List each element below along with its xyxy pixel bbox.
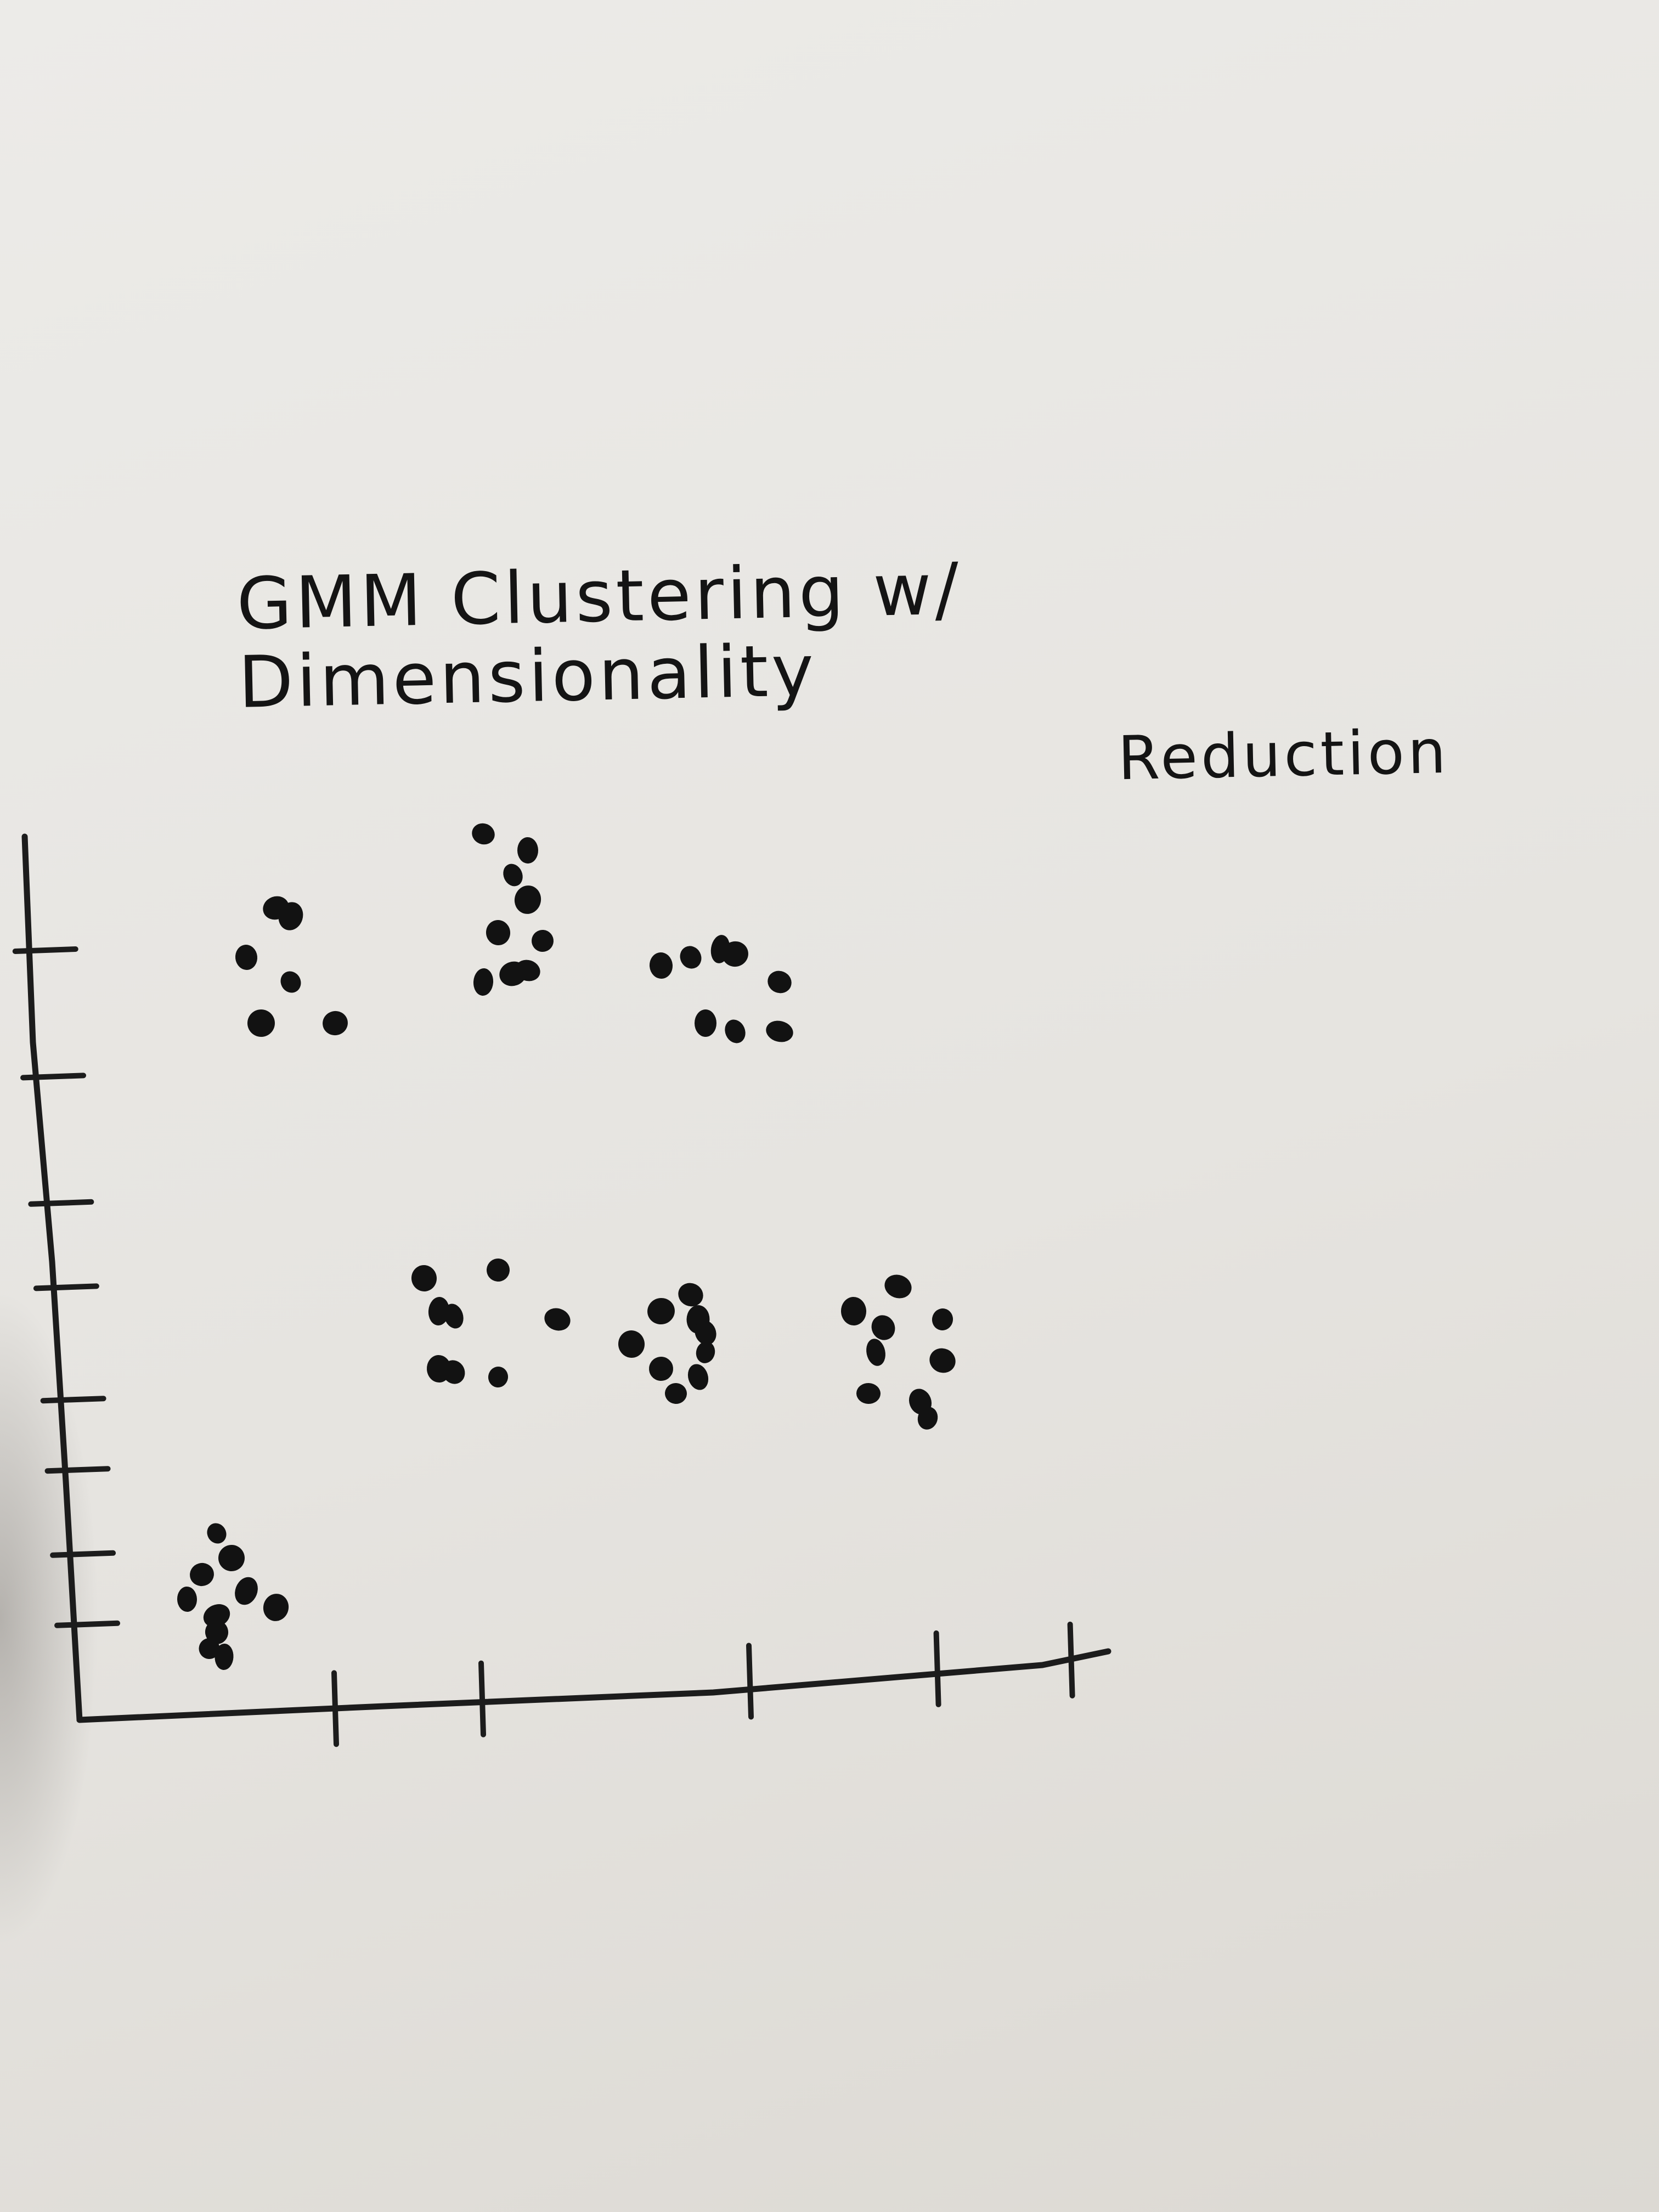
data-point [768,970,792,994]
data-point [678,1283,703,1307]
data-point [263,1594,289,1621]
data-point [932,1308,953,1330]
data-point [532,930,554,952]
data-point [929,1348,956,1373]
y-tick [20,1073,87,1081]
x-tick [746,1643,754,1720]
x-tick [478,1660,486,1737]
data-point [871,1315,895,1340]
data-point [647,1297,675,1325]
y-tick [54,1620,121,1628]
data-point [486,920,511,945]
data-point [411,1265,437,1291]
data-point [884,1274,912,1299]
data-point [680,946,702,969]
data-point [205,1620,229,1644]
x-tick [331,1670,339,1747]
data-point [856,1383,881,1404]
data-point [280,971,301,993]
data-point [428,1297,450,1325]
x-tick [1067,1621,1075,1699]
data-point [618,1330,645,1358]
data-point [487,1259,510,1282]
data-point [503,864,523,887]
x-tick [933,1630,941,1707]
data-point [472,823,495,845]
data-point [766,1020,793,1042]
data-point [247,1009,275,1037]
y-tick [40,1396,106,1404]
data-point [442,1360,465,1384]
data-point [203,1604,230,1627]
data-point [218,1545,245,1571]
data-point [722,941,748,967]
data-point [199,1638,220,1659]
x-axis [76,1648,1111,1723]
data-point [687,1364,709,1390]
data-point [665,1383,687,1404]
data-point [473,968,494,996]
data-point [840,1297,867,1325]
y-tick [28,1199,94,1207]
data-point [695,1320,716,1345]
data-point [696,1341,715,1363]
data-point [177,1587,198,1612]
ticks [12,946,1075,1747]
data-point [649,1357,673,1381]
data-point [235,1577,258,1605]
data-point [544,1308,571,1331]
data-point [515,960,540,981]
data-point [190,1562,214,1587]
data-point [917,1407,938,1430]
data-point [215,1644,234,1670]
data-point [514,885,541,914]
y-axis [21,833,83,1723]
data-point [649,952,673,979]
data-point [866,1339,885,1366]
data-point [207,1523,227,1544]
data-points [177,823,956,1670]
y-tick [44,1466,111,1474]
data-point [323,1011,348,1036]
data-point [695,1009,716,1037]
y-tick [33,1283,99,1291]
data-point [444,1304,464,1329]
axes [21,833,1111,1723]
data-point [725,1019,746,1043]
y-tick [50,1550,116,1558]
y-tick [12,946,78,954]
data-point [235,945,258,970]
data-point [278,902,303,930]
data-point [488,1367,509,1387]
data-point [517,837,539,864]
